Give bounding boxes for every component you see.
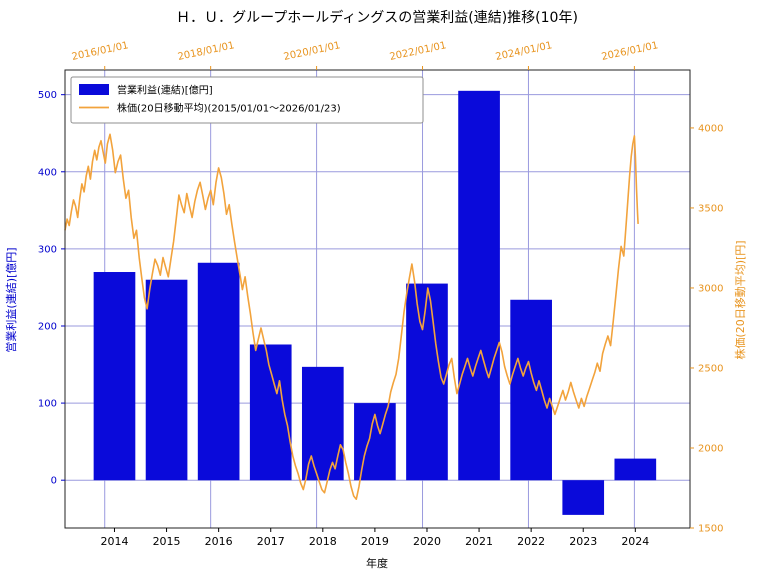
bar-2014 bbox=[93, 272, 136, 481]
axis-ticks: 2014 2015 2016 2017 2018 2019 2020 2021 2022 2023… bbox=[38, 40, 724, 548]
bar-series bbox=[93, 90, 657, 515]
bottom-tick-label-2016: 2016 bbox=[205, 535, 233, 548]
bar-2017 bbox=[249, 344, 292, 481]
plot-frame bbox=[64, 69, 691, 529]
bottom-tick-label-2020: 2020 bbox=[413, 535, 441, 548]
bar-2016 bbox=[197, 262, 240, 481]
legend: 営業利益(連結)[億円] 株価(20日移動平均)(2015/01/01～2026… bbox=[70, 76, 424, 124]
left-tick-label-500: 500 bbox=[38, 90, 57, 101]
right-tick-label-3000: 3000 bbox=[698, 283, 723, 294]
bar-2022 bbox=[510, 299, 552, 481]
chart-title: Ｈ．Ｕ．グループホールディングスの営業利益(連結)推移(10年) bbox=[176, 9, 578, 26]
bottom-tick-label-2022: 2022 bbox=[517, 535, 545, 548]
legend-box bbox=[70, 76, 424, 124]
left-tick-label-300: 300 bbox=[38, 244, 57, 255]
bottom-tick-label-2021: 2021 bbox=[465, 535, 493, 548]
bottom-tick-label-2015: 2015 bbox=[153, 535, 181, 548]
left-tick-label-200: 200 bbox=[38, 321, 57, 332]
left-tick-label-0: 0 bbox=[51, 476, 57, 487]
left-tick-label-400: 400 bbox=[38, 167, 57, 178]
bottom-tick-label-2014: 2014 bbox=[100, 535, 128, 548]
bar-2021 bbox=[458, 90, 500, 481]
bottom-tick-label-2018: 2018 bbox=[309, 535, 337, 548]
right-axis-label: 株価(20日移動平均)[円] bbox=[733, 240, 747, 359]
legend-label-line: 株価(20日移動平均)(2015/01/01～2026/01/23) bbox=[117, 102, 341, 115]
x-axis-label: 年度 bbox=[366, 556, 388, 570]
legend-label-bar: 営業利益(連結)[億円] bbox=[117, 84, 213, 97]
bar-2015 bbox=[145, 279, 188, 481]
right-tick-label-3500: 3500 bbox=[698, 203, 723, 214]
bottom-tick-label-2019: 2019 bbox=[361, 535, 389, 548]
right-tick-label-1500: 1500 bbox=[698, 524, 723, 535]
right-tick-label-2500: 2500 bbox=[698, 363, 723, 374]
left-tick-label-100: 100 bbox=[38, 399, 57, 410]
bottom-tick-label-2024: 2024 bbox=[621, 535, 649, 548]
right-tick-label-2000: 2000 bbox=[698, 443, 723, 454]
plot-border bbox=[64, 69, 691, 529]
legend-swatch-bar bbox=[79, 84, 109, 95]
bar-2023 bbox=[562, 480, 605, 515]
bottom-tick-label-2023: 2023 bbox=[569, 535, 597, 548]
bar-2020 bbox=[406, 283, 448, 481]
bottom-tick-label-2017: 2017 bbox=[257, 535, 285, 548]
left-axis-label: 営業利益(連結)[億円] bbox=[4, 247, 18, 352]
line-series bbox=[64, 133, 639, 501]
stock-price-line bbox=[64, 133, 639, 501]
bar-2024 bbox=[614, 458, 657, 481]
right-tick-label-4000: 4000 bbox=[698, 123, 723, 134]
